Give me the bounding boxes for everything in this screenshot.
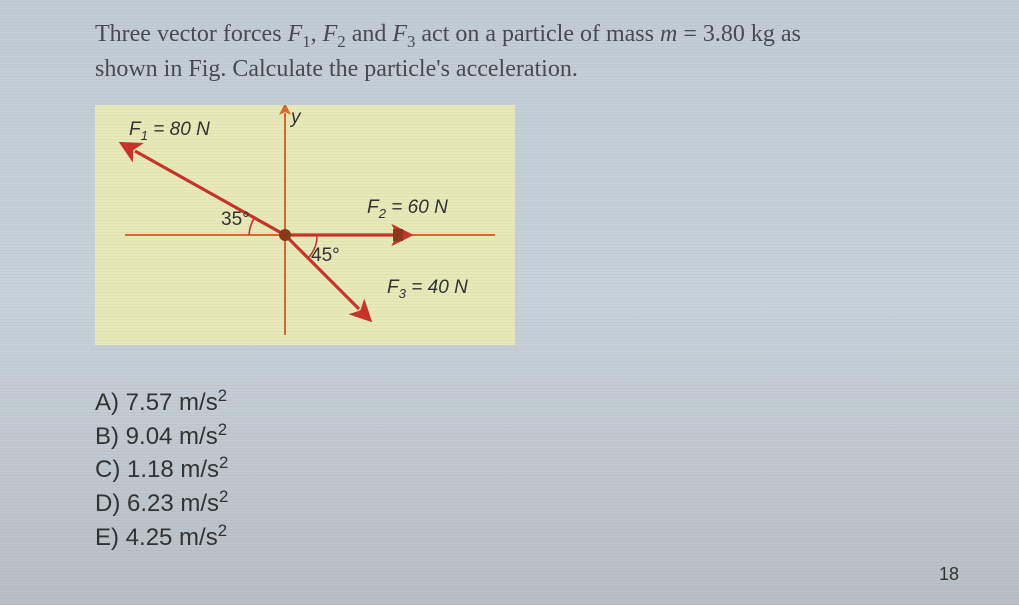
question-text: Three vector forces F1, F2 and F3 act on… bbox=[95, 18, 999, 87]
angle-35 bbox=[249, 217, 255, 235]
q-m-sym: m bbox=[660, 21, 677, 47]
force-diagram: y F1 = 80 N 35° F2 = 60 N 45° F3 = 40 N bbox=[95, 105, 515, 345]
q-line2: shown in Fig. Calculate the particle's a… bbox=[95, 56, 578, 82]
option-e: E) 4.25 m/s2 bbox=[95, 520, 999, 554]
f2-label: F2 = 60 N bbox=[367, 197, 448, 221]
q-pre: Three vector forces bbox=[95, 21, 288, 47]
q-f1-sym: F bbox=[288, 21, 303, 47]
slide-content: Three vector forces F1, F2 and F3 act on… bbox=[95, 18, 999, 553]
q-f2-sub: 2 bbox=[337, 32, 345, 51]
q-sep1: , bbox=[311, 21, 323, 47]
option-c: C) 1.18 m/s2 bbox=[95, 452, 999, 486]
q-eq: = bbox=[677, 21, 703, 47]
q-mid: act on a particle of mass bbox=[415, 21, 660, 47]
slide-number: 18 bbox=[939, 564, 959, 585]
f3-label: F3 = 40 N bbox=[387, 277, 468, 301]
f1-vector bbox=[135, 151, 285, 235]
angle-35-label: 35° bbox=[221, 209, 250, 231]
q-mass: 3.80 kg bbox=[703, 21, 775, 47]
q-tail: as bbox=[775, 21, 801, 47]
f1-label: F1 = 80 N bbox=[129, 119, 210, 143]
option-b: B) 9.04 m/s2 bbox=[95, 419, 999, 453]
q-f3-sym: F bbox=[392, 21, 407, 47]
angle-45-label: 45° bbox=[311, 245, 340, 267]
y-axis-label: y bbox=[291, 107, 301, 129]
f2-tip bbox=[393, 229, 403, 241]
q-f1-sub: 1 bbox=[302, 32, 310, 51]
option-a: A) 7.57 m/s2 bbox=[95, 385, 999, 419]
origin-dot bbox=[279, 229, 291, 241]
answer-options: A) 7.57 m/s2 B) 9.04 m/s2 C) 1.18 m/s2 D… bbox=[95, 385, 999, 553]
q-f2-sym: F bbox=[323, 21, 338, 47]
option-d: D) 6.23 m/s2 bbox=[95, 486, 999, 520]
q-sep2: and bbox=[346, 21, 393, 47]
